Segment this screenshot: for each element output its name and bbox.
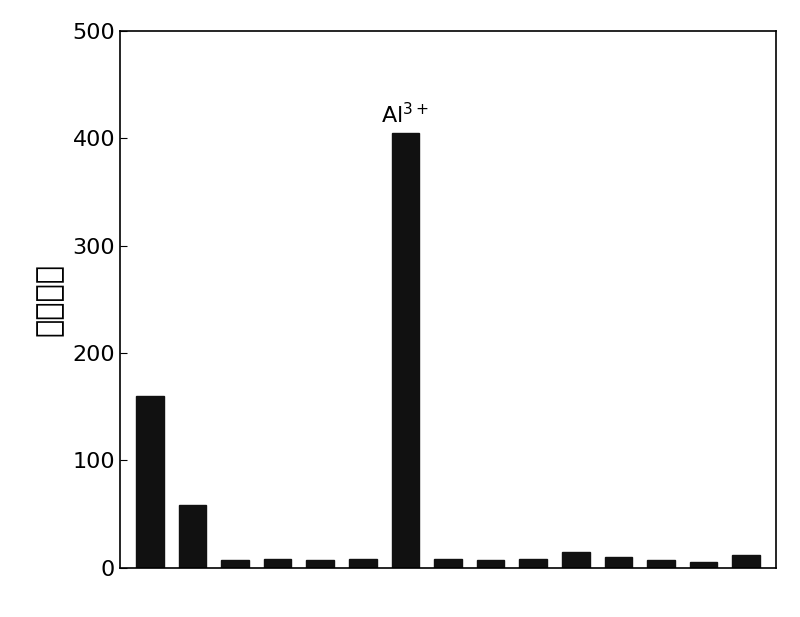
Bar (605, 557, 632, 568)
Bar (690, 562, 718, 568)
Bar (519, 559, 547, 568)
Bar (647, 560, 675, 568)
Bar (264, 559, 291, 568)
Bar (349, 559, 377, 568)
Bar (178, 505, 206, 568)
Bar (136, 396, 164, 568)
Bar (562, 552, 590, 568)
Bar (391, 133, 419, 568)
Bar (306, 560, 334, 568)
Y-axis label: 荧光强度: 荧光强度 (35, 263, 64, 336)
Bar (477, 560, 505, 568)
Bar (732, 555, 760, 568)
Bar (221, 560, 249, 568)
Text: Al$^{3+}$: Al$^{3+}$ (382, 102, 430, 128)
Bar (434, 559, 462, 568)
